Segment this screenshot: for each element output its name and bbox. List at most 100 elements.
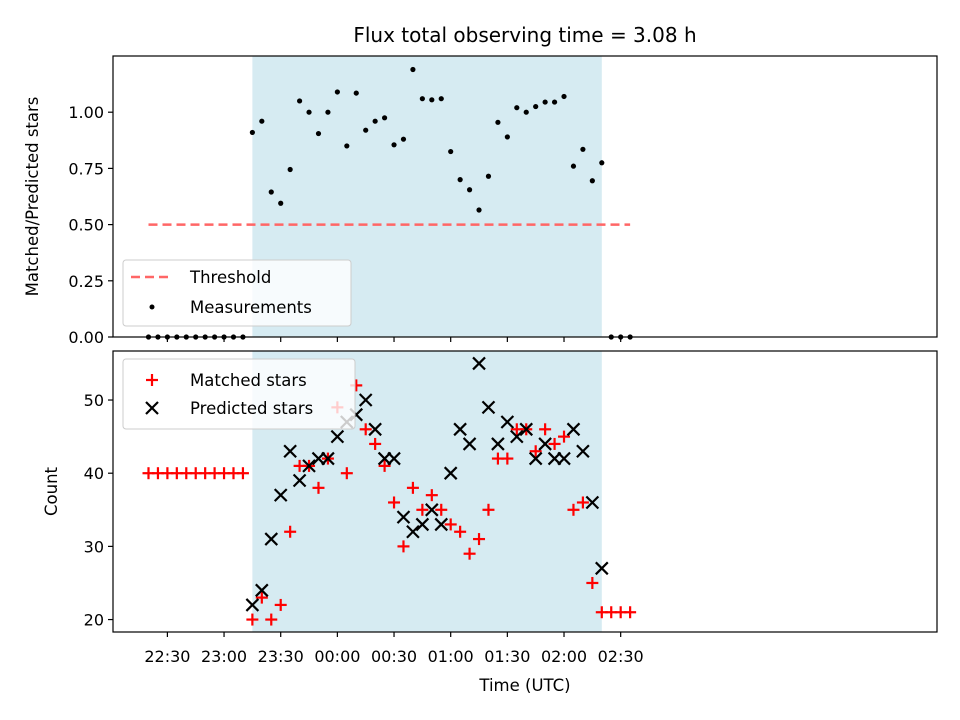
predicted-star-point [330, 429, 345, 444]
predicted-star-point [406, 524, 420, 539]
measurement-point [457, 177, 463, 183]
top-y-tick-label: 0.00 [68, 328, 104, 347]
matched-star-point [312, 481, 325, 494]
matched-star-point [378, 459, 391, 472]
measurement-point [495, 119, 501, 125]
matched-star-point [388, 496, 401, 509]
x-tick-label: 23:00 [201, 647, 247, 666]
matched-star-point [624, 606, 637, 619]
matched-star-point [501, 452, 514, 465]
predicted-star-point [264, 532, 279, 546]
top-y-tick-label: 0.25 [68, 272, 104, 291]
matched-star-point [406, 481, 419, 494]
matched-star-point [473, 533, 486, 546]
matched-star-point [359, 423, 372, 436]
predicted-star-point [528, 451, 543, 466]
top-y-tick-label: 0.75 [68, 159, 104, 178]
matched-star-point [435, 503, 448, 516]
predicted-star-point [557, 451, 571, 466]
matched-star-point [416, 503, 429, 516]
legend-matched-swatch [146, 374, 158, 386]
x-tick-label: 23:30 [258, 647, 304, 666]
measurement-point [353, 90, 359, 96]
measurement-point [476, 207, 482, 213]
matched-star-point [284, 525, 297, 538]
bottom-y-tick-label: 40 [84, 464, 104, 483]
measurement-point [419, 96, 425, 102]
x-tick-label: 01:30 [484, 647, 530, 666]
x-tick-label: 00:00 [314, 647, 360, 666]
measurement-point [542, 99, 548, 105]
predicted-star-point [443, 466, 458, 480]
predicted-star-point [255, 583, 269, 598]
measurement-point [429, 97, 435, 103]
measurement-point [466, 187, 473, 193]
measurement-point [599, 160, 605, 166]
measurement-point [306, 109, 312, 115]
measurement-point [570, 163, 577, 169]
predicted-star-point [595, 561, 609, 576]
bottom-y-tick-label: 20 [84, 611, 104, 630]
matched-star-point [246, 613, 259, 626]
matched-star-point [369, 437, 382, 450]
predicted-star-point [358, 393, 373, 407]
measurement-point [514, 105, 520, 111]
legend-matched-label: Matched stars [190, 371, 307, 390]
predicted-star-point [387, 451, 401, 466]
predicted-star-point [491, 437, 505, 451]
matched-star-point [567, 503, 580, 516]
measurement-point [551, 99, 558, 105]
x-tick-label: 01:00 [428, 647, 474, 666]
matched-star-point [529, 445, 542, 458]
predicted-star-point [273, 488, 288, 502]
x-axis-label: Time (UTC) [478, 676, 570, 695]
bottom-y-tick-label: 50 [84, 391, 104, 410]
measurement-point [334, 89, 340, 95]
measurement-point [400, 136, 407, 142]
matched-star-point [548, 437, 561, 450]
matched-star-point [558, 430, 571, 443]
measurement-point [523, 109, 529, 115]
predicted-star-point [500, 415, 515, 429]
top-panel: 0.00 0.25 0.50 0.75 1.00 Matched/Predicted s… [23, 55, 938, 347]
measurement-point [315, 130, 322, 137]
measurement-point [344, 143, 350, 149]
predicted-star-point [321, 451, 335, 466]
matched-star-point [539, 423, 552, 436]
top-y-axis-label: Matched/Predicted stars [23, 97, 42, 297]
top-legend-box [122, 259, 352, 327]
predicted-star-point [585, 495, 600, 510]
predicted-star-point [415, 517, 430, 532]
measurement-point [533, 103, 539, 110]
measurement-point [561, 93, 567, 100]
matched-star-point [576, 496, 589, 509]
chart-title: Flux total observing time = 3.08 h [353, 23, 696, 47]
measurement-point [438, 96, 444, 102]
legend-threshold-label: Threshold [189, 268, 271, 287]
measurement-point [410, 66, 416, 73]
matched-star-point [265, 613, 278, 626]
measurement-point [504, 134, 510, 140]
matched-star-point [236, 467, 249, 480]
matched-star-point [454, 525, 467, 538]
measurement-point [363, 127, 369, 133]
measurement-point [287, 166, 293, 173]
bottom-legend-box [122, 358, 356, 430]
measurement-point [259, 118, 265, 124]
measurement-point [589, 178, 595, 184]
measurement-point [372, 118, 378, 124]
legend-measurements-label: Measurements [190, 298, 312, 317]
x-tick-label: 22:30 [144, 647, 190, 666]
predicted-star-point [510, 429, 524, 444]
measurement-point [249, 129, 255, 136]
bottom-y-axis-label: Count [42, 466, 61, 516]
legend-predicted-swatch [145, 401, 159, 415]
measurement-point [391, 142, 397, 148]
predicted-star-point [472, 356, 486, 371]
matched-star-point [586, 576, 599, 589]
predicted-star-point [453, 422, 467, 437]
predicted-star-point [566, 422, 581, 437]
predicted-star-point [368, 422, 382, 437]
predicted-star-point [462, 437, 477, 451]
